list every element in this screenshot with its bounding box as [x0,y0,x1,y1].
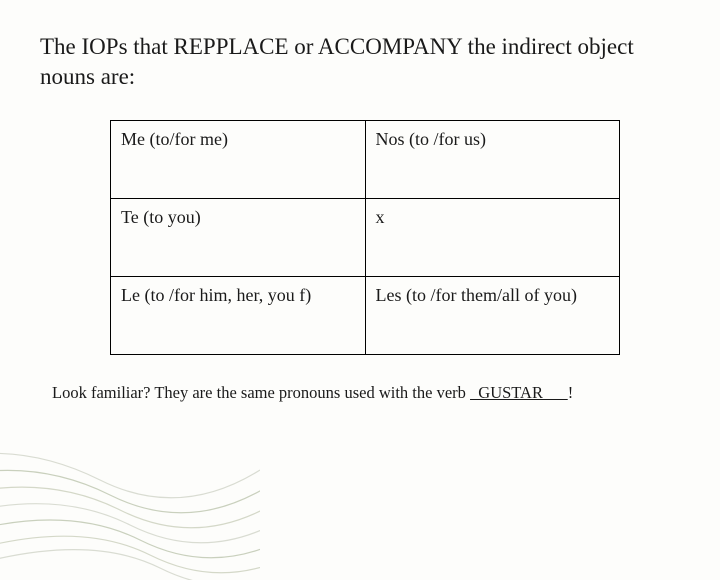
table-container: Me (to/for me) Nos (to /for us) Te (to y… [40,120,680,355]
table-cell: Me (to/for me) [111,120,366,198]
footer-suffix: ! [568,383,574,402]
slide-container: The IOPs that REPPLACE or ACCOMPANY the … [0,0,720,540]
table-row: Te (to you) x [111,198,620,276]
table-row: Me (to/for me) Nos (to /for us) [111,120,620,198]
table-row: Le (to /for him, her, you f) Les (to /fo… [111,276,620,354]
table-cell: Le (to /for him, her, you f) [111,276,366,354]
page-title: The IOPs that REPPLACE or ACCOMPANY the … [40,32,680,92]
footer-text: Look familiar? They are the same pronoun… [40,383,680,403]
iop-table: Me (to/for me) Nos (to /for us) Te (to y… [110,120,620,355]
corner-decoration-icon [0,420,260,580]
footer-prefix: Look familiar? They are the same pronoun… [52,383,470,402]
table-cell: Te (to you) [111,198,366,276]
table-cell: Nos (to /for us) [365,120,620,198]
footer-underlined: GUSTAR [470,383,568,402]
table-cell: x [365,198,620,276]
table-cell: Les (to /for them/all of you) [365,276,620,354]
